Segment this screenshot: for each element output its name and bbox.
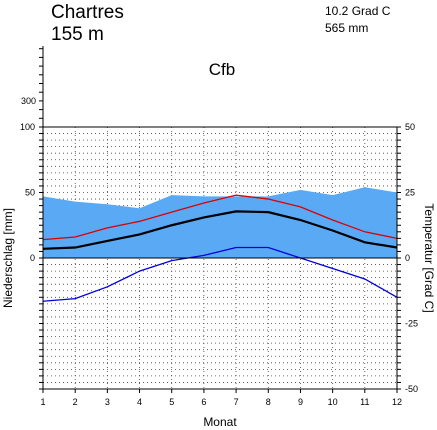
- x-axis-tick-label: 12: [392, 397, 402, 407]
- y-axis-label-left: Niederschlag [mm]: [1, 208, 15, 308]
- right-axis-tick-label: -25: [405, 319, 418, 329]
- right-axis-tick-label: 50: [405, 122, 415, 132]
- temp-max-line: [42, 194, 398, 241]
- x-axis-tick-label: 7: [234, 397, 239, 407]
- x-axis-tick-label: 1: [40, 397, 45, 407]
- temp-mean-line: [42, 210, 398, 250]
- left-axis-tick-label: 50: [25, 188, 35, 198]
- annual-temperature: 10.2 Grad C: [325, 4, 391, 18]
- x-axis-tick-label: 8: [266, 397, 271, 407]
- x-axis-tick-label: 5: [169, 397, 174, 407]
- series-layer: [42, 187, 398, 302]
- left-axis-tick-label: 100: [20, 122, 35, 132]
- x-axis-tick-label: 10: [328, 397, 338, 407]
- precipitation-area: [43, 187, 397, 258]
- x-axis-tick-label: 4: [137, 397, 142, 407]
- right-axis-tick-label: -50: [405, 384, 418, 394]
- x-axis-tick-label: 6: [201, 397, 206, 407]
- x-axis-tick-label: 2: [73, 397, 78, 407]
- x-axis-tick-label: 9: [298, 397, 303, 407]
- right-axis-tick-label: 25: [405, 188, 415, 198]
- climate-class: Cfb: [209, 60, 235, 79]
- station-elevation: 155 m: [51, 24, 104, 45]
- temp-min-line: [42, 246, 398, 302]
- x-axis-tick-label: 11: [360, 397, 369, 407]
- right-axis-tick-label: 0: [405, 253, 410, 263]
- left-axis-tick-label: 0: [30, 253, 35, 263]
- station-name: Chartres: [51, 2, 124, 23]
- x-axis-tick-label: 3: [105, 397, 110, 407]
- annual-precipitation: 565 mm: [325, 21, 368, 35]
- upper-axis-tick-label: 300: [21, 96, 36, 106]
- y-axis-label-right: Temperatur [Grad C]: [422, 203, 436, 312]
- upper-precipitation-axis: 300: [21, 46, 44, 127]
- x-axis-label: Monat: [203, 415, 237, 429]
